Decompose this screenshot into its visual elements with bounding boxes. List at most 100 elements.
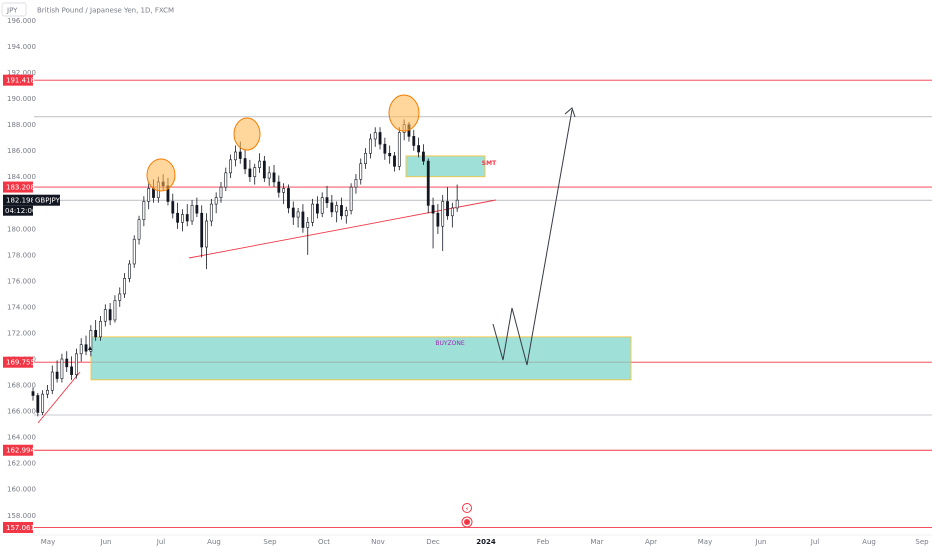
candle-body[interactable] bbox=[320, 197, 324, 214]
candle-body[interactable] bbox=[258, 160, 261, 168]
candle-body[interactable] bbox=[152, 188, 155, 198]
candle-body[interactable] bbox=[171, 201, 175, 214]
candle-body[interactable] bbox=[190, 205, 194, 222]
candle-body[interactable] bbox=[219, 186, 223, 198]
candle-body[interactable] bbox=[89, 330, 93, 352]
candle-body[interactable] bbox=[315, 203, 319, 214]
candle-body[interactable] bbox=[123, 277, 126, 295]
candle-body[interactable] bbox=[340, 205, 343, 217]
candle-body[interactable] bbox=[277, 181, 281, 193]
candle-body[interactable] bbox=[147, 188, 151, 202]
candle-body[interactable] bbox=[142, 201, 146, 221]
candle-body[interactable] bbox=[301, 211, 305, 228]
candle-body[interactable] bbox=[325, 197, 329, 204]
symbol-badge[interactable] bbox=[33, 194, 60, 206]
countdown-badge[interactable] bbox=[3, 205, 33, 216]
candle-body[interactable] bbox=[50, 371, 54, 391]
candle-body[interactable] bbox=[209, 203, 213, 222]
candle-body[interactable] bbox=[330, 202, 334, 213]
candle-body[interactable] bbox=[84, 344, 88, 352]
time-axis[interactable]: May Jun Jul Aug Sep Oct Nov Dec 2024 Feb Mar Apr May… bbox=[0, 346, 932, 546]
candle-body[interactable] bbox=[287, 188, 290, 209]
candle-body[interactable] bbox=[393, 155, 396, 167]
candle-body[interactable] bbox=[450, 207, 454, 217]
candle-body[interactable] bbox=[243, 158, 247, 170]
candle-body[interactable] bbox=[455, 199, 459, 209]
candle-body[interactable] bbox=[137, 219, 141, 240]
candle-body[interactable] bbox=[282, 188, 286, 193]
candle-body[interactable] bbox=[224, 172, 228, 188]
candle-body[interactable] bbox=[267, 172, 271, 179]
candle-body[interactable] bbox=[214, 197, 218, 205]
candle-body[interactable] bbox=[364, 153, 367, 165]
symbol-tab[interactable] bbox=[1, 2, 27, 17]
candle-body[interactable] bbox=[248, 168, 252, 178]
candle-body[interactable] bbox=[46, 389, 49, 395]
price-badge[interactable] bbox=[3, 74, 33, 86]
buyzone-zone[interactable] bbox=[90, 336, 632, 381]
candle-body[interactable] bbox=[128, 263, 131, 279]
top-marker[interactable] bbox=[146, 158, 176, 192]
candle-body[interactable] bbox=[397, 132, 401, 167]
candle-body[interactable] bbox=[55, 371, 59, 379]
candle-body[interactable] bbox=[253, 167, 257, 178]
candle-body[interactable] bbox=[262, 160, 266, 179]
candle-body[interactable] bbox=[200, 212, 204, 248]
candle-body[interactable] bbox=[185, 214, 189, 222]
candle-body[interactable] bbox=[118, 293, 122, 301]
candle-body[interactable] bbox=[344, 210, 348, 217]
candle-body[interactable] bbox=[36, 395, 40, 413]
price-badge[interactable] bbox=[3, 356, 33, 368]
candle-body[interactable] bbox=[79, 344, 83, 355]
candle-body[interactable] bbox=[412, 136, 416, 146]
candle-body[interactable] bbox=[349, 186, 353, 211]
candle-body[interactable] bbox=[94, 330, 98, 338]
candle-body[interactable] bbox=[354, 179, 358, 188]
candle-body[interactable] bbox=[378, 132, 382, 145]
candle-body[interactable] bbox=[103, 309, 107, 322]
candle-body[interactable] bbox=[296, 211, 300, 218]
price-badge[interactable] bbox=[3, 444, 33, 456]
support-trendline[interactable] bbox=[188, 199, 497, 259]
rally-trendline[interactable] bbox=[37, 371, 81, 424]
candle-body[interactable] bbox=[359, 163, 363, 180]
candle-body[interactable] bbox=[234, 151, 237, 161]
candle-body[interactable] bbox=[60, 358, 64, 379]
candle-body[interactable] bbox=[335, 205, 339, 213]
smt-zone[interactable] bbox=[405, 155, 486, 178]
price-badge[interactable] bbox=[3, 521, 33, 533]
top-marker[interactable] bbox=[388, 94, 420, 132]
candle-body[interactable] bbox=[446, 201, 449, 217]
candle-body[interactable] bbox=[373, 132, 377, 140]
candle-body[interactable] bbox=[113, 300, 117, 321]
candle-body[interactable] bbox=[31, 391, 35, 396]
candle-body[interactable] bbox=[441, 201, 445, 227]
candle-body[interactable] bbox=[99, 320, 102, 338]
price-axis[interactable]: 196.000 194.000 192.000 190.000 188.000 186.0… bbox=[7, 17, 36, 520]
candle-body[interactable] bbox=[436, 212, 440, 227]
candle-body[interactable] bbox=[431, 205, 435, 214]
top-marker[interactable] bbox=[233, 117, 261, 151]
candle-body[interactable] bbox=[368, 138, 372, 154]
candle-body[interactable] bbox=[205, 220, 208, 248]
candle-body[interactable] bbox=[426, 160, 430, 206]
candle-body[interactable] bbox=[388, 153, 392, 157]
candle-body[interactable] bbox=[108, 309, 112, 321]
candle-body[interactable] bbox=[291, 207, 295, 218]
candle-body[interactable] bbox=[176, 212, 180, 223]
candle-body[interactable] bbox=[70, 366, 73, 375]
candle-body[interactable] bbox=[306, 222, 310, 228]
candle-body[interactable] bbox=[41, 393, 45, 413]
candle-body[interactable] bbox=[229, 159, 233, 174]
candle-body[interactable] bbox=[181, 214, 184, 223]
projection-polyline[interactable] bbox=[492, 109, 573, 366]
candle-body[interactable] bbox=[132, 238, 136, 265]
candle-body[interactable] bbox=[383, 143, 387, 154]
price-badge[interactable] bbox=[3, 181, 33, 193]
candle-body[interactable] bbox=[195, 205, 199, 214]
candle-body[interactable] bbox=[422, 151, 425, 162]
candle-body[interactable] bbox=[238, 151, 242, 159]
current-price-badge[interactable] bbox=[3, 194, 33, 206]
candle-body[interactable] bbox=[65, 358, 69, 368]
